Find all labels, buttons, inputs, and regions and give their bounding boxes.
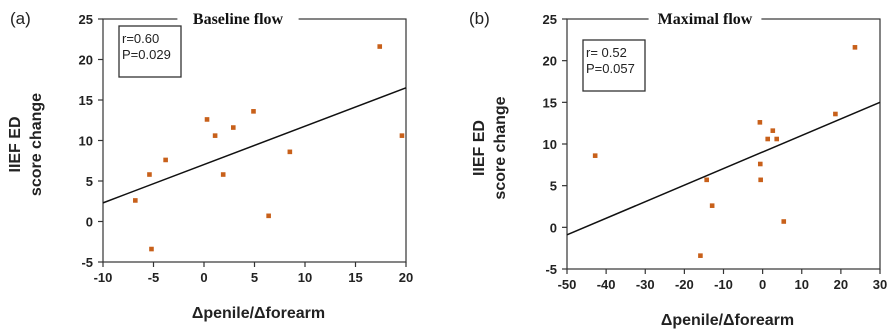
title-gap [177, 11, 299, 27]
y-axis-label: score change [492, 96, 509, 199]
x-tick-label: 20 [399, 270, 413, 285]
panel-label: (a) [10, 9, 31, 28]
x-tick-label: -10 [714, 277, 733, 292]
data-point [765, 136, 771, 142]
y-tick-label: 0 [550, 220, 557, 235]
y-tick-label: -5 [545, 262, 557, 277]
x-tick-label: 15 [348, 270, 362, 285]
data-point [149, 246, 154, 252]
x-tick-label: -5 [148, 270, 160, 285]
x-tick-label: 5 [251, 270, 258, 285]
data-point [757, 161, 763, 167]
y-tick-label: 20 [79, 53, 93, 68]
data-point [266, 213, 271, 219]
data-point [230, 125, 236, 130]
regression-line [102, 87, 407, 204]
x-tick-label: -10 [94, 270, 113, 285]
data-point [163, 157, 168, 163]
y-tick-label: 10 [79, 134, 93, 149]
x-axis-label: Δpenile/Δforearm [661, 312, 794, 329]
x-tick-label: 20 [834, 277, 848, 292]
regression-line [566, 101, 881, 236]
y-tick-label: 5 [86, 174, 93, 189]
x-tick-label: 0 [200, 270, 207, 285]
y-axis-label: IIEF ED [471, 120, 488, 176]
stats-text: P=0.029 [122, 47, 171, 62]
panel-label: (b) [469, 9, 490, 28]
chart-title: Baseline flow [193, 11, 284, 28]
x-tick-label: 0 [759, 277, 766, 292]
data-point [399, 133, 405, 138]
y-tick-label: 15 [543, 95, 557, 110]
data-point [287, 149, 293, 155]
y-tick-label: 0 [86, 215, 93, 230]
y-tick-label: 5 [550, 179, 557, 194]
stats-box [582, 39, 646, 92]
data-point [592, 153, 598, 158]
y-tick-label: 20 [543, 54, 557, 69]
y-tick-label: -5 [81, 255, 93, 270]
x-tick-label: 30 [873, 277, 887, 292]
x-tick-label: -30 [636, 277, 655, 292]
data-point [770, 128, 776, 133]
data-point [251, 109, 256, 114]
stats-text: P=0.057 [586, 61, 635, 76]
data-point [852, 45, 858, 50]
y-tick-label: 25 [543, 12, 557, 27]
x-tick-label: -40 [597, 277, 616, 292]
chart-title: Maximal flow [658, 11, 753, 28]
data-point [698, 253, 703, 258]
x-axis-label: Δpenile/Δforearm [192, 305, 325, 322]
stats-text: r= 0.52 [586, 45, 627, 60]
data-point [709, 203, 715, 208]
data-point [377, 44, 383, 49]
data-point [204, 117, 210, 122]
x-tick-label: -50 [558, 277, 577, 292]
y-axis-label: IIEF ED [7, 116, 24, 172]
data-point [833, 111, 838, 117]
data-point [704, 177, 709, 183]
data-point [774, 136, 780, 142]
y-tick-label: 10 [543, 137, 557, 152]
data-point [758, 177, 763, 183]
x-tick-label: 10 [795, 277, 809, 292]
data-point [757, 120, 763, 125]
title-gap [648, 11, 762, 27]
data-point [147, 172, 152, 177]
stats-box [118, 25, 182, 78]
y-tick-label: 25 [79, 12, 93, 27]
x-tick-label: 10 [298, 270, 312, 285]
stats-text: r=0.60 [122, 31, 159, 46]
y-tick-label: 15 [79, 93, 93, 108]
data-point [212, 133, 218, 138]
y-axis-label: score change [28, 93, 45, 196]
x-tick-label: -20 [675, 277, 694, 292]
data-point [220, 172, 226, 177]
data-point [133, 198, 138, 203]
data-point [781, 219, 787, 224]
